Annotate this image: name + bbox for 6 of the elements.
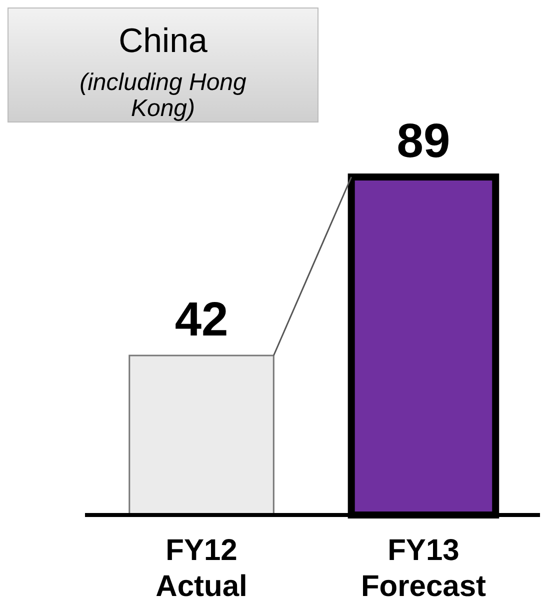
x-tick-label: FY13 Forecast — [360, 534, 486, 603]
x-tick-label: FY12 Actual — [156, 534, 248, 603]
data-label: 42 — [174, 293, 228, 346]
chart-title: China — [118, 22, 208, 60]
chart-subtitle: (including Hong Kong) — [80, 69, 248, 122]
data-label: 89 — [396, 115, 450, 168]
